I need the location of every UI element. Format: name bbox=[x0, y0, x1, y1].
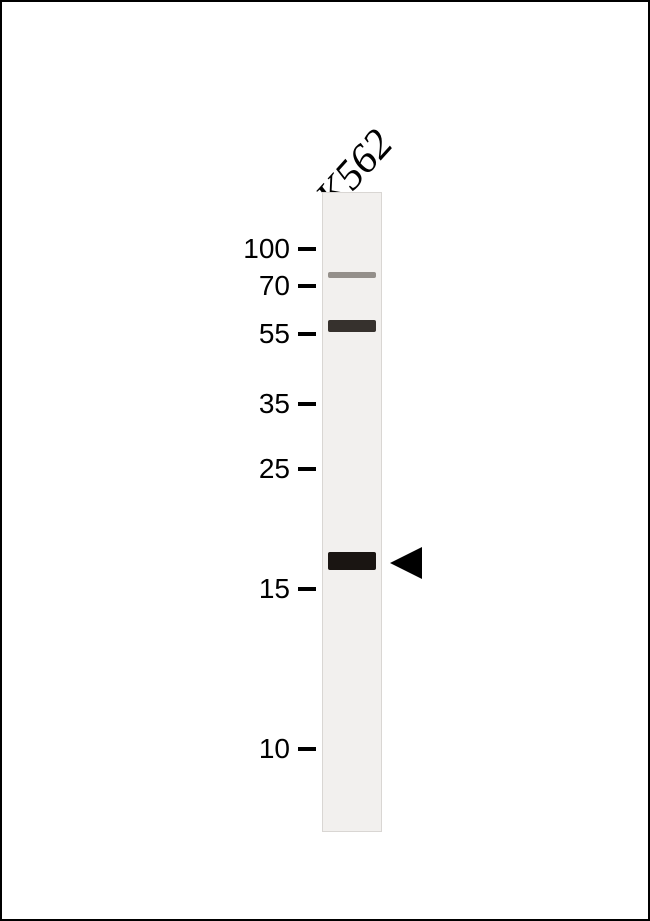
target-arrow-icon bbox=[388, 545, 424, 586]
marker-tick-55 bbox=[298, 332, 316, 336]
marker-label-10: 10 bbox=[220, 733, 290, 765]
marker-tick-35 bbox=[298, 402, 316, 406]
marker-tick-70 bbox=[298, 284, 316, 288]
band-70kda bbox=[328, 272, 376, 278]
marker-label-25: 25 bbox=[220, 453, 290, 485]
figure-frame: K562 100 70 55 35 25 15 10 bbox=[0, 0, 650, 921]
marker-label-15: 15 bbox=[220, 573, 290, 605]
marker-tick-100 bbox=[298, 247, 316, 251]
marker-tick-25 bbox=[298, 467, 316, 471]
marker-label-70: 70 bbox=[220, 270, 290, 302]
band-55kda bbox=[328, 320, 376, 332]
blot-lane bbox=[322, 192, 382, 832]
marker-label-55: 55 bbox=[220, 318, 290, 350]
lane-strip-bg bbox=[322, 192, 382, 832]
band-target bbox=[328, 552, 376, 570]
marker-label-100: 100 bbox=[220, 233, 290, 265]
marker-label-35: 35 bbox=[220, 388, 290, 420]
marker-tick-10 bbox=[298, 747, 316, 751]
marker-tick-15 bbox=[298, 587, 316, 591]
